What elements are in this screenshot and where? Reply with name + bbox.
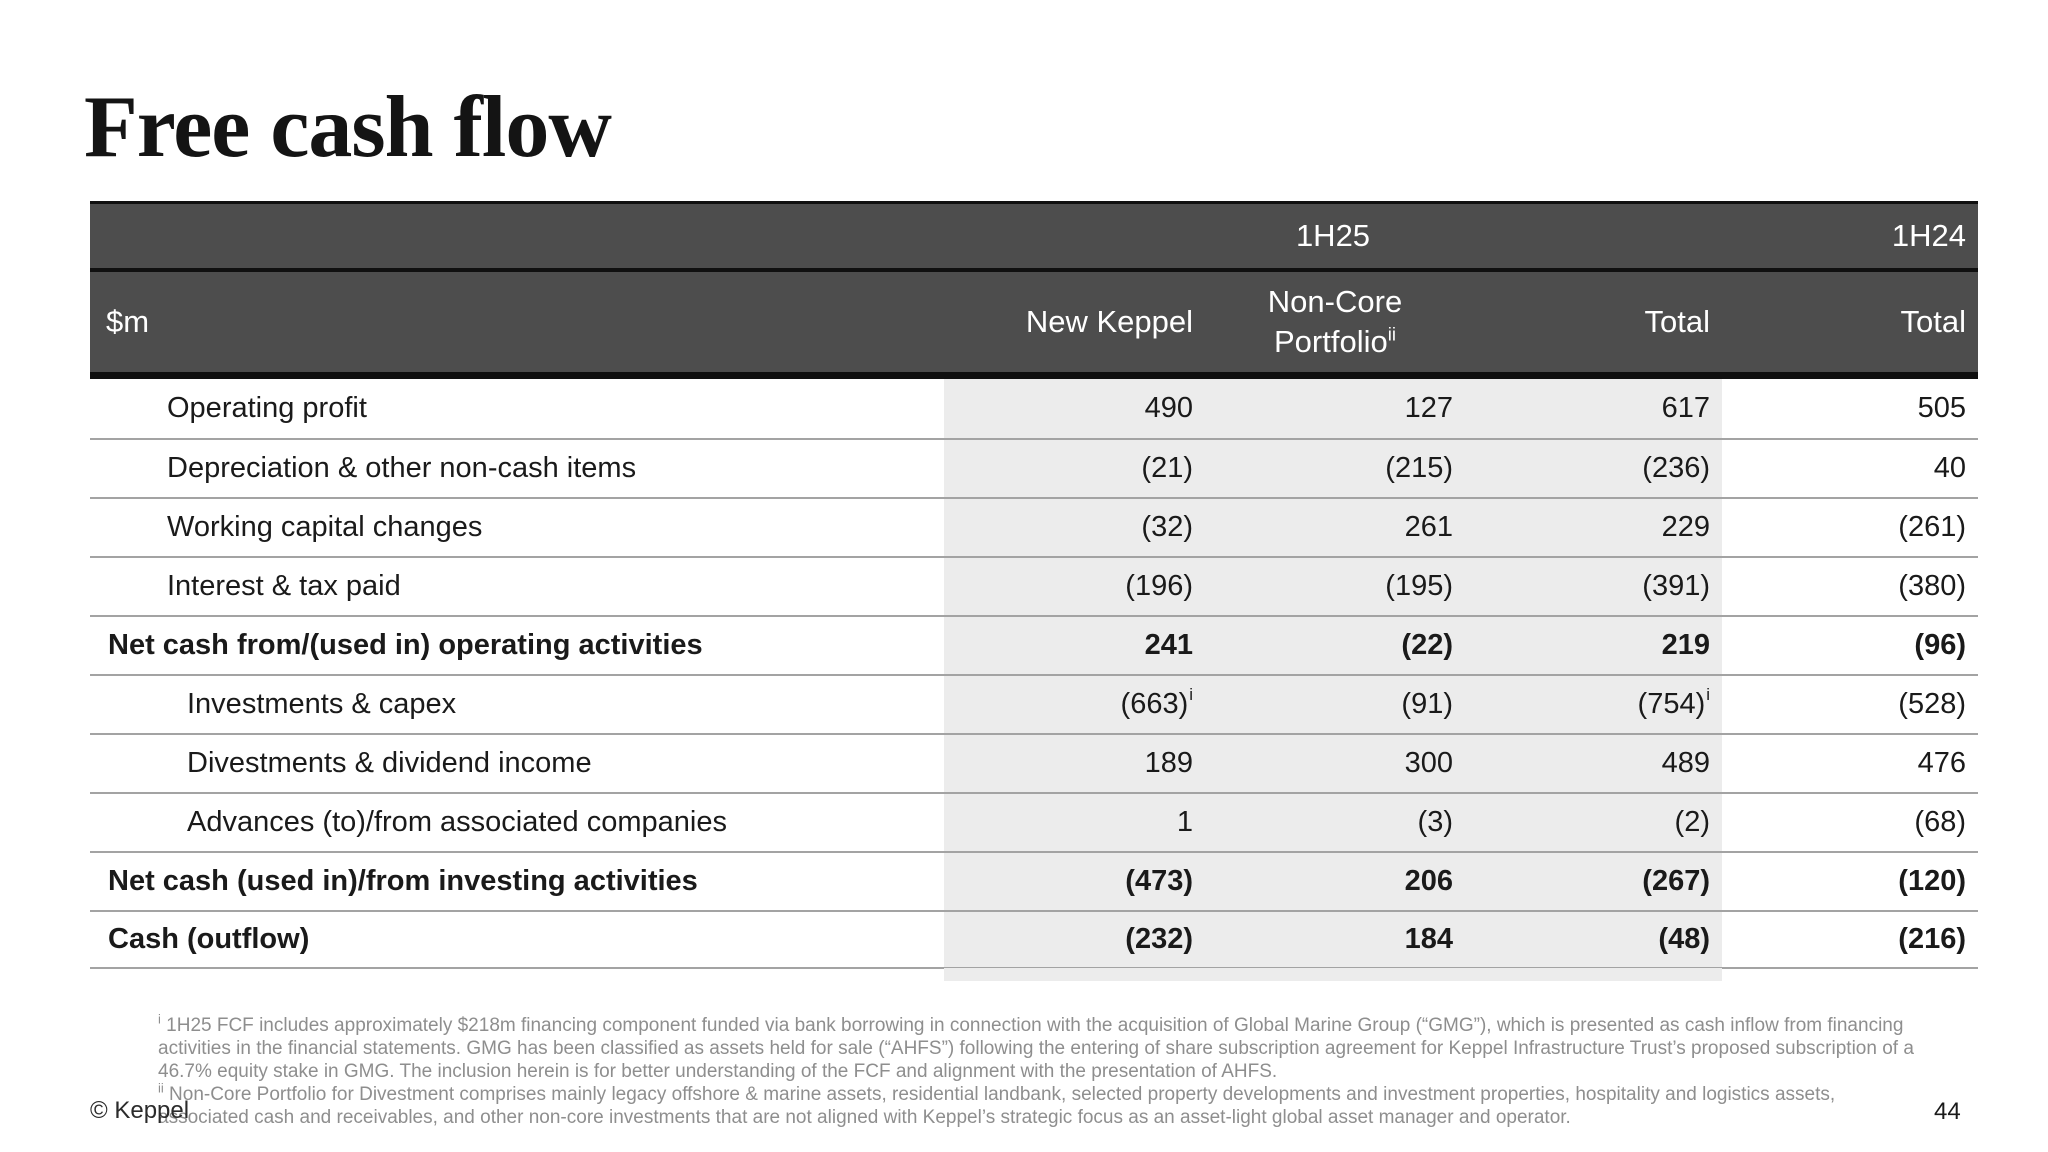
table-row: Advances (to)/from associated companies … xyxy=(90,792,1978,851)
cell-noncore-portfolio: (195) xyxy=(1205,558,1465,615)
cell-total-1h25: (754) i xyxy=(1465,676,1722,733)
free-cash-flow-table: 1H25 1H24 $m New Keppel Non-Core Portfol… xyxy=(90,201,1978,969)
cell-total-1h25: 219 xyxy=(1465,617,1722,674)
page-title: Free cash flow xyxy=(84,79,612,176)
header-col-noncore-portfolio: Non-Core Portfolioii xyxy=(1267,283,1403,359)
header-unit: $m xyxy=(106,304,150,339)
cell-total-1h25: 229 xyxy=(1465,499,1722,556)
cell-noncore-portfolio: 127 xyxy=(1205,379,1465,438)
cell-total-1h25: (236) xyxy=(1465,440,1722,497)
cell-total-1h24: (380) xyxy=(1898,570,1966,602)
row-label: Divestments & dividend income xyxy=(187,747,592,779)
cell-total-1h25: (391) xyxy=(1465,558,1722,615)
footnote-i: i 1H25 FCF includes approximately $218m … xyxy=(158,1011,1924,1083)
cell-total-1h24: 40 xyxy=(1933,452,1966,484)
cell-total-1h24: (120) xyxy=(1898,865,1966,897)
header-period-1h24: 1H24 xyxy=(1891,218,1966,253)
footnote-marker-ii: ii xyxy=(1387,323,1396,345)
footnote-i-text: 1H25 FCF includes approximately $218m fi… xyxy=(158,1015,1914,1082)
cell-noncore-portfolio: 300 xyxy=(1205,735,1465,792)
cell-total-1h24: (68) xyxy=(1914,806,1966,838)
table-header: 1H25 1H24 $m New Keppel Non-Core Portfol… xyxy=(90,201,1978,379)
cell-total-1h25: (48) xyxy=(1465,912,1722,967)
cell-total-1h25: (2) xyxy=(1465,794,1722,851)
table-row: Investments & capex (663) i (91) (754) i (… xyxy=(90,674,1978,733)
cell-total-1h24: 476 xyxy=(1917,747,1966,779)
table-header-columns: $m New Keppel Non-Core Portfolioii Total… xyxy=(90,272,1978,379)
cell-new-keppel: 241 xyxy=(944,617,1205,674)
cell-total-1h25: (267) xyxy=(1465,853,1722,910)
row-label: Interest & tax paid xyxy=(167,570,401,602)
cell-total-1h24: (96) xyxy=(1914,629,1966,661)
cell-new-keppel: 490 xyxy=(944,379,1205,438)
footnotes: i 1H25 FCF includes approximately $218m … xyxy=(158,1011,1924,1129)
cell-noncore-portfolio: (91) xyxy=(1205,676,1465,733)
row-label: Net cash (used in)/from investing activi… xyxy=(108,865,698,897)
cell-total-1h24: (216) xyxy=(1898,923,1966,955)
highlight-band-tail xyxy=(944,968,1722,981)
table-body: Operating profit 490 127 617 505 Depreci… xyxy=(90,379,1978,969)
table-row-subtotal: Net cash from/(used in) operating activi… xyxy=(90,615,1978,674)
header-col-total-1h24: Total xyxy=(1900,304,1966,339)
table-row: Operating profit 490 127 617 505 xyxy=(90,379,1978,438)
cell-new-keppel: (21) xyxy=(944,440,1205,497)
cell-noncore-portfolio: 184 xyxy=(1205,912,1465,967)
cell-total-1h24: (261) xyxy=(1898,511,1966,543)
cell-total-1h24: (528) xyxy=(1898,688,1966,720)
row-label: Cash (outflow) xyxy=(108,923,310,955)
footnote-ii-marker: ii xyxy=(158,1080,164,1096)
row-label: Advances (to)/from associated companies xyxy=(187,806,727,838)
table-row-total: Cash (outflow) (232) 184 (48) (216) xyxy=(90,910,1978,969)
cell-new-keppel: (473) xyxy=(944,853,1205,910)
cell-noncore-portfolio: 261 xyxy=(1205,499,1465,556)
cell-new-keppel: (32) xyxy=(944,499,1205,556)
cell-noncore-portfolio: (3) xyxy=(1205,794,1465,851)
header-col-new-keppel: New Keppel xyxy=(1025,304,1193,339)
table-row: Interest & tax paid (196) (195) (391) (3… xyxy=(90,556,1978,615)
cell-noncore-portfolio: 206 xyxy=(1205,853,1465,910)
table-row: Working capital changes (32) 261 229 (26… xyxy=(90,497,1978,556)
table-row-subtotal: Net cash (used in)/from investing activi… xyxy=(90,851,1978,910)
footnote-ii-text: Non-Core Portfolio for Divestment compri… xyxy=(158,1084,1836,1128)
cell-total-1h24: 505 xyxy=(1917,392,1966,424)
cell-new-keppel: (196) xyxy=(944,558,1205,615)
page-number: 44 xyxy=(1934,1098,1961,1125)
copyright-notice: © Keppel xyxy=(90,1097,190,1124)
cell-noncore-portfolio: (215) xyxy=(1205,440,1465,497)
row-label: Investments & capex xyxy=(187,688,457,720)
cell-noncore-portfolio: (22) xyxy=(1205,617,1465,674)
row-label: Working capital changes xyxy=(167,511,483,543)
table-row: Divestments & dividend income 189 300 48… xyxy=(90,733,1978,792)
cell-new-keppel: (232) xyxy=(944,912,1205,967)
header-col-total-1h25: Total xyxy=(1644,304,1710,339)
cell-new-keppel: 189 xyxy=(944,735,1205,792)
header-period-1h25: 1H25 xyxy=(1295,218,1371,253)
row-label: Net cash from/(used in) operating activi… xyxy=(108,629,703,661)
table-header-periods: 1H25 1H24 xyxy=(90,204,1978,272)
footnote-ii: ii Non-Core Portfolio for Divestment com… xyxy=(158,1080,1924,1129)
row-label: Operating profit xyxy=(167,392,367,424)
table-row: Depreciation & other non-cash items (21)… xyxy=(90,438,1978,497)
cell-total-1h25: 617 xyxy=(1465,379,1722,438)
cell-new-keppel: (663) i xyxy=(944,676,1205,733)
cell-total-1h25: 489 xyxy=(1465,735,1722,792)
cell-new-keppel: 1 xyxy=(944,794,1205,851)
footnote-i-marker: i xyxy=(158,1011,161,1027)
row-label: Depreciation & other non-cash items xyxy=(167,452,637,484)
